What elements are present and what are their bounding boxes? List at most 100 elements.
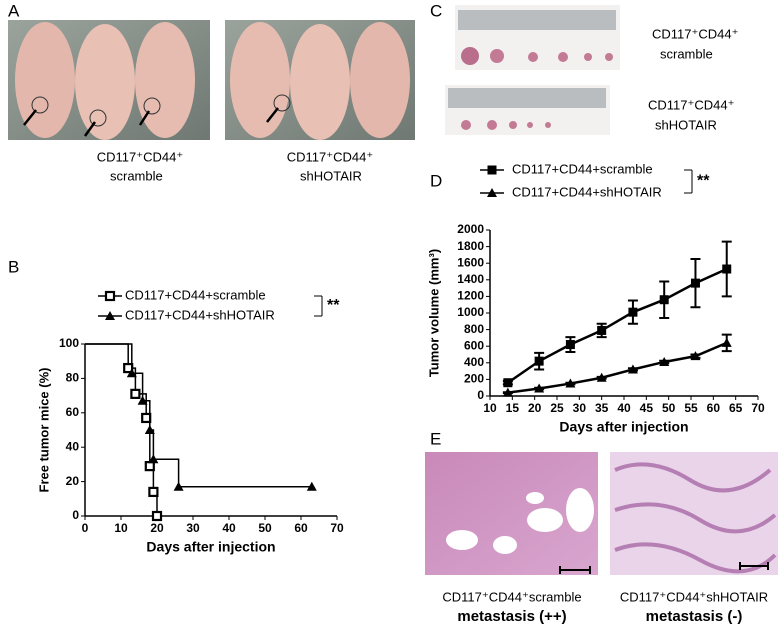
- legend-label: CD117+CD44+shHOTAIR: [512, 184, 662, 199]
- step-segment: [85, 343, 133, 374]
- legend-label: CD117+CD44+scramble: [512, 161, 653, 176]
- y-tick-label: 1800: [457, 239, 484, 253]
- y-tick-label: 0: [477, 388, 484, 402]
- y-tick-label: 60: [66, 405, 80, 419]
- histology-photo-left: [425, 452, 598, 575]
- caption: scramble: [660, 46, 713, 61]
- marker: [659, 295, 669, 305]
- x-axis-label: Days after injection: [146, 539, 275, 555]
- caption: CD117⁺CD44⁺: [652, 26, 738, 41]
- marker: [148, 486, 159, 498]
- y-tick-label: 40: [66, 439, 80, 453]
- caption: CD117⁺CD44⁺shHOTAIR: [620, 589, 768, 604]
- marker: [659, 356, 670, 366]
- y-tick-label: 1000: [457, 305, 484, 319]
- y-tick-label: 0: [72, 508, 79, 522]
- panel-label: C: [430, 1, 442, 20]
- y-tick-label: 2000: [457, 222, 484, 236]
- x-tick-label: 65: [729, 401, 743, 415]
- x-tick-label: 20: [528, 401, 542, 415]
- y-tick-label: 20: [66, 474, 80, 488]
- x-tick-label: 20: [150, 521, 164, 535]
- y-axis-label: Tumor volume (mm³): [426, 249, 441, 377]
- panel-label: A: [8, 1, 20, 20]
- marker: [597, 325, 607, 335]
- x-tick-label: 45: [640, 401, 654, 415]
- marker: [130, 388, 141, 399]
- caption: shHOTAIR: [655, 117, 717, 132]
- marker: [173, 481, 184, 491]
- caption: CD117⁺CD44⁺scramble: [442, 589, 581, 604]
- x-axis-label: Days after injection: [559, 419, 688, 435]
- x-tick-label: 25: [550, 401, 564, 415]
- marker: [690, 351, 701, 361]
- marker: [534, 356, 544, 366]
- caption: CD117⁺CD44⁺: [97, 149, 183, 164]
- y-tick-label: 200: [464, 372, 484, 386]
- y-tick-label: 400: [464, 355, 484, 369]
- caption: CD117⁺CD44⁺: [287, 149, 373, 164]
- x-tick-label: 55: [684, 401, 698, 415]
- x-tick-label: 70: [751, 401, 765, 415]
- x-tick-label: 10: [114, 521, 128, 535]
- marker: [534, 383, 545, 393]
- significance: **: [327, 297, 340, 314]
- marker: [137, 395, 148, 405]
- mice-photo-left: [8, 20, 210, 140]
- x-tick-label: 15: [506, 401, 520, 415]
- marker: [502, 387, 513, 397]
- y-tick-label: 1600: [457, 255, 484, 269]
- marker: [596, 372, 607, 382]
- marker: [628, 307, 638, 317]
- y-tick-label: 1400: [457, 272, 484, 286]
- y-tick-label: 100: [59, 336, 79, 350]
- marker: [721, 337, 732, 347]
- marker: [141, 412, 152, 424]
- caption: scramble: [110, 168, 163, 183]
- marker: [148, 454, 159, 464]
- y-tick-label: 600: [464, 338, 484, 352]
- x-tick-label: 30: [186, 521, 200, 535]
- step-segment: [153, 458, 180, 487]
- x-tick-label: 60: [707, 401, 721, 415]
- y-tick-label: 1200: [457, 289, 484, 303]
- marker: [565, 378, 576, 388]
- marker: [503, 378, 513, 388]
- legend-marker: [104, 290, 116, 302]
- series-line: [507, 267, 728, 384]
- series-line: [507, 341, 728, 394]
- y-tick-label: 800: [464, 322, 484, 336]
- x-tick-label: 70: [330, 521, 344, 535]
- caption: metastasis (++): [457, 608, 566, 625]
- x-tick-label: 60: [294, 521, 308, 535]
- legend-marker: [487, 188, 497, 197]
- x-tick-label: 35: [595, 401, 609, 415]
- x-tick-label: 50: [258, 521, 272, 535]
- caption: metastasis (-): [646, 608, 743, 625]
- legend-label: CD117+CD44+shHOTAIR: [125, 307, 275, 322]
- x-tick-label: 40: [617, 401, 631, 415]
- marker: [627, 364, 638, 374]
- legend-marker: [105, 311, 115, 320]
- caption: shHOTAIR: [300, 168, 362, 183]
- panel-label: D: [430, 171, 442, 190]
- mice-photo-right: [225, 20, 415, 140]
- tumor-photo-top: [455, 5, 620, 70]
- panel-label: B: [8, 257, 19, 276]
- histology-photo-right: [610, 452, 778, 575]
- marker: [690, 278, 700, 288]
- panel-label: E: [430, 429, 441, 448]
- marker: [144, 461, 155, 472]
- marker: [126, 368, 137, 378]
- x-tick-label: 30: [573, 401, 587, 415]
- legend-label: CD117+CD44+scramble: [125, 287, 266, 302]
- y-axis-label: Free tumor mice (%): [36, 368, 51, 493]
- legend-marker: [487, 165, 497, 175]
- marker: [722, 264, 732, 274]
- marker: [565, 340, 575, 350]
- marker: [151, 510, 163, 522]
- y-tick-label: 80: [66, 371, 80, 385]
- x-tick-label: 0: [82, 521, 89, 535]
